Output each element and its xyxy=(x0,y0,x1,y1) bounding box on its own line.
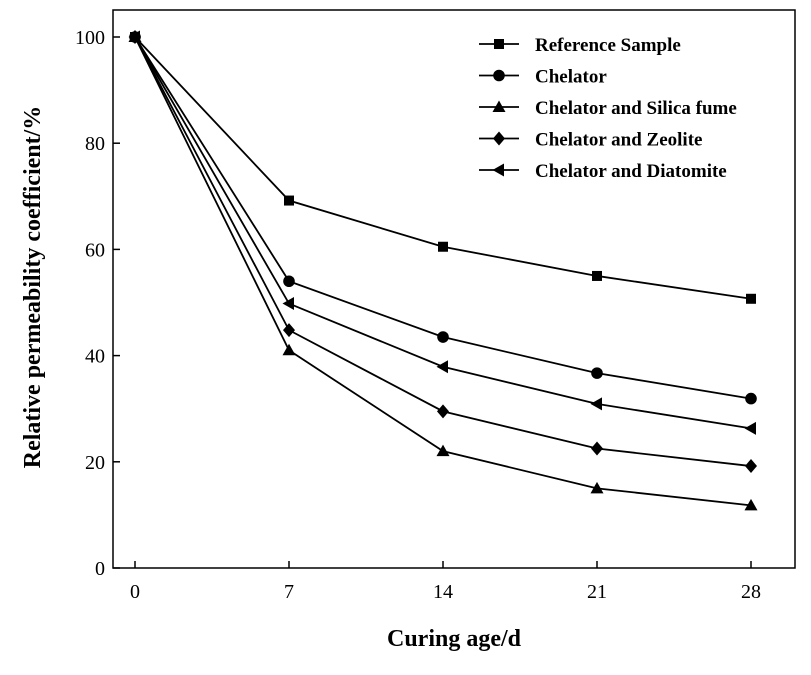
data-point xyxy=(437,404,449,419)
data-point xyxy=(282,343,296,356)
x-tick-label: 21 xyxy=(587,581,607,603)
y-tick-label: 80 xyxy=(85,133,105,155)
legend: Reference Sample Chelator Chelator and Sil… xyxy=(479,35,737,182)
data-point xyxy=(436,444,450,457)
data-point xyxy=(745,392,757,405)
x-tick-label: 14 xyxy=(433,581,453,603)
legend-marker xyxy=(492,100,506,112)
series-markers xyxy=(128,30,758,511)
y-tick-label: 0 xyxy=(95,558,105,580)
y-tick-label: 40 xyxy=(85,346,105,368)
x-tick-label: 0 xyxy=(130,581,140,603)
legend-label: Reference Sample xyxy=(535,35,681,56)
data-point xyxy=(283,275,295,288)
data-point xyxy=(590,481,604,494)
y-tick-label: 60 xyxy=(85,239,105,261)
legend-label: Chelator and Silica fume xyxy=(535,98,737,119)
data-point xyxy=(591,441,603,456)
data-point xyxy=(745,459,757,474)
plot-frame xyxy=(112,9,796,569)
x-axis-title: Curing age/d xyxy=(387,626,522,652)
data-point xyxy=(590,397,602,411)
data-point xyxy=(283,323,295,338)
data-point xyxy=(438,241,448,252)
series-line xyxy=(134,36,752,400)
y-tick-label: 100 xyxy=(75,27,105,49)
legend-marker xyxy=(494,39,504,49)
y-axis-title: Relative permeability coefficient/% xyxy=(20,106,46,469)
legend-label: Chelator and Zeolite xyxy=(535,130,702,151)
legend-marker xyxy=(492,163,504,177)
data-point xyxy=(744,421,756,435)
data-point xyxy=(436,360,448,374)
data-point xyxy=(437,331,449,343)
x-tick-label: 28 xyxy=(741,581,761,603)
data-point xyxy=(744,498,758,511)
legend-marker xyxy=(493,69,505,82)
data-point xyxy=(591,367,603,379)
data-point xyxy=(284,195,294,206)
legend-label: Chelator and Diatomite xyxy=(535,161,727,182)
data-point xyxy=(282,297,294,311)
x-tick-label: 7 xyxy=(284,581,294,603)
data-point xyxy=(746,293,756,304)
axes: 0 20 40 60 80 100 0 7 14 21 28 xyxy=(75,9,796,603)
data-point xyxy=(592,270,602,281)
legend-marker xyxy=(493,131,505,146)
legend-label: Chelator xyxy=(535,67,607,88)
data-point xyxy=(128,30,140,44)
y-tick-label: 20 xyxy=(85,452,105,474)
